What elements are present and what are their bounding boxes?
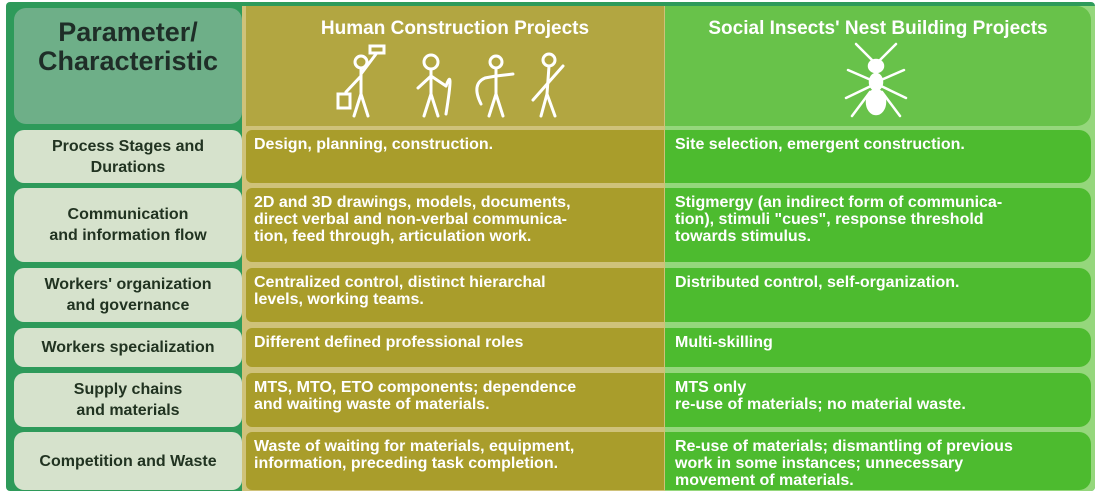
row-header-cell: Supply chains and materials [14, 373, 242, 427]
row-header-cell: Workers' organization and governance [14, 268, 242, 322]
table-cell: Different defined professional roles [246, 328, 664, 367]
table-cell: Site selection, emergent construction. [665, 130, 1091, 183]
row-header-cell: Communication and information flow [14, 188, 242, 262]
table-cell: Distributed control, self-organization. [665, 268, 1091, 322]
row-header-cell: Process Stages and Durations [14, 130, 242, 183]
table-cell: Design, planning, construction. [246, 130, 664, 183]
row-header-cell: Competition and Waste [14, 432, 242, 490]
row-header-cell: Workers specialization [14, 328, 242, 367]
header-cell: Human Construction Projects [246, 6, 664, 126]
table-cell: MTS, MTO, ETO components; dependence and… [246, 373, 664, 427]
table-cell: Centralized control, distinct hierarchal… [246, 268, 664, 322]
worker-icons [336, 44, 565, 118]
table-cell: MTS only re-use of materials; no materia… [665, 373, 1091, 427]
ant-icon [844, 42, 908, 118]
table-cell: Waste of waiting for materials, equipmen… [246, 432, 664, 490]
header-cell: Parameter/ Characteristic [14, 8, 242, 124]
table-cell: Re-use of materials; dismantling of prev… [665, 432, 1091, 490]
table: Parameter/ Characteristic Human Construc… [6, 2, 1095, 491]
table-cell: Stigmergy (an indirect form of communica… [665, 188, 1091, 262]
table-cell: 2D and 3D drawings, models, documents, d… [246, 188, 664, 262]
table-cell: Multi-skilling [665, 328, 1091, 367]
